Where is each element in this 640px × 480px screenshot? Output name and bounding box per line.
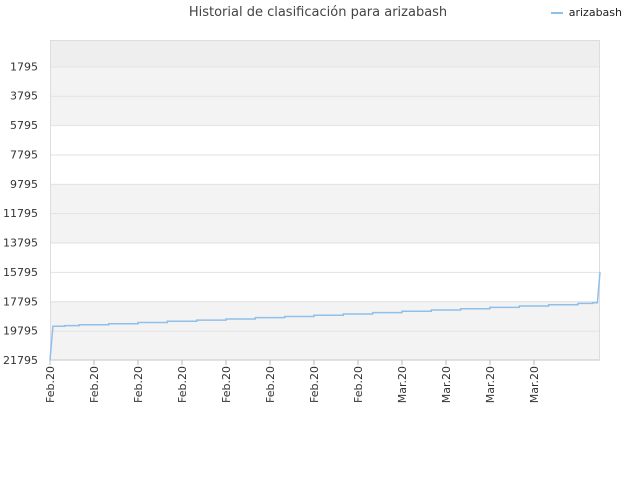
x-tick-label: Feb.20 bbox=[352, 366, 365, 403]
x-tick-label: Feb.20 bbox=[220, 366, 233, 403]
x-tick-label: Mar.20 bbox=[440, 366, 453, 403]
y-tick-label: 1795 bbox=[10, 60, 38, 73]
chart-title: Historial de clasificación para arizabas… bbox=[188, 5, 448, 20]
y-tick-label: 21795 bbox=[3, 354, 38, 367]
legend[interactable]: arizabash bbox=[550, 6, 622, 19]
plot-band bbox=[50, 40, 600, 67]
plot-band bbox=[50, 183, 600, 214]
y-tick-label: 7795 bbox=[10, 148, 38, 161]
series-group bbox=[49, 271, 601, 361]
y-tick-label: 3795 bbox=[10, 90, 38, 103]
x-tick-label: Feb.20 bbox=[44, 366, 57, 403]
legend-swatch bbox=[550, 11, 563, 14]
x-tick-label: Mar.20 bbox=[528, 366, 541, 403]
plot-band bbox=[50, 66, 600, 96]
x-tick-label: Mar.20 bbox=[484, 366, 497, 403]
plot-bands bbox=[50, 40, 600, 360]
plot-band bbox=[50, 242, 600, 272]
x-tick-label: Feb.20 bbox=[176, 366, 189, 403]
y-axis-ticks: 1795 3795 5795 7795 9795 11795 13795 15795 17795… bbox=[3, 60, 38, 367]
plot-band bbox=[50, 330, 600, 360]
plot-band bbox=[50, 154, 600, 184]
plot-band bbox=[50, 125, 600, 155]
plot-band bbox=[50, 271, 600, 302]
y-tick-label: 11795 bbox=[3, 207, 38, 220]
plot-band bbox=[50, 213, 600, 243]
y-tick-label: 5795 bbox=[10, 119, 38, 132]
legend-label: arizabash bbox=[568, 6, 622, 19]
y-tick-label: 13795 bbox=[3, 237, 38, 250]
y-tick-label: 19795 bbox=[3, 325, 38, 338]
y-tick-label: 15795 bbox=[3, 266, 38, 279]
x-tick-label: Feb.20 bbox=[88, 366, 101, 403]
x-tick-label: Feb.20 bbox=[308, 366, 321, 403]
x-axis-ticks: Feb.20 Feb.20 Feb.20 Feb.20 Feb.20 Feb.20 Feb.… bbox=[44, 360, 541, 403]
x-tick-label: Feb.20 bbox=[132, 366, 145, 403]
x-tick-label: Feb.20 bbox=[264, 366, 277, 403]
gridlines bbox=[50, 66, 600, 361]
y-tick-label: 17795 bbox=[3, 295, 38, 308]
plot-border bbox=[50, 40, 600, 360]
series-line bbox=[49, 271, 601, 361]
y-tick-label: 9795 bbox=[10, 178, 38, 191]
x-tick-label: Mar.20 bbox=[396, 366, 409, 403]
plot-band bbox=[50, 95, 600, 126]
